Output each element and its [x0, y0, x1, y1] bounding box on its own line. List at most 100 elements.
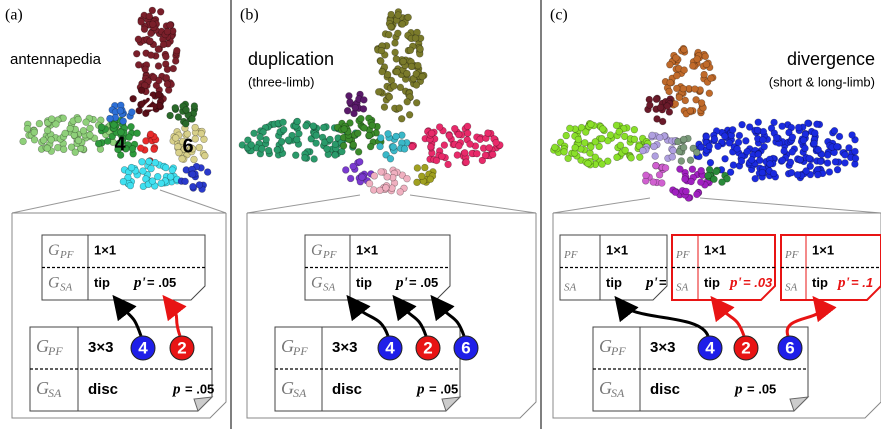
cell [834, 143, 841, 150]
cell [75, 137, 82, 144]
stat-value: = .05 [747, 381, 776, 396]
cell [689, 63, 696, 70]
stat-value: = .03 [743, 275, 773, 290]
cell [656, 171, 663, 178]
cell [680, 136, 687, 143]
g-symbol: G [311, 242, 323, 259]
cell [706, 143, 713, 150]
cell [196, 182, 203, 189]
cell [139, 158, 146, 165]
cell-value: disc [88, 381, 118, 398]
cell [327, 136, 334, 143]
cell [455, 131, 462, 138]
cell [393, 56, 400, 63]
cell [98, 124, 105, 131]
cell [427, 176, 434, 183]
cell [313, 132, 320, 139]
cell [20, 138, 27, 145]
stat-var: p' [132, 275, 146, 291]
cell [628, 154, 635, 161]
stat-var: p [415, 381, 425, 397]
cell [441, 142, 448, 149]
cell [344, 107, 351, 114]
cell [706, 90, 713, 97]
cell [126, 134, 133, 141]
zoom-line [12, 190, 120, 213]
cell [172, 58, 179, 65]
cell [566, 125, 573, 132]
cell [489, 151, 496, 158]
badge-label: 2 [177, 338, 186, 357]
cell [653, 96, 660, 103]
cell [804, 120, 811, 127]
cell [162, 164, 169, 171]
cell [367, 143, 374, 150]
cell [687, 157, 694, 164]
cell [395, 12, 402, 19]
cell [347, 175, 354, 182]
cell [354, 130, 361, 137]
cell [698, 100, 705, 107]
cell [683, 188, 690, 195]
cell [788, 169, 795, 176]
cell [463, 159, 470, 166]
cell [493, 139, 500, 146]
cell [135, 61, 142, 68]
cell [415, 62, 422, 69]
cell [795, 124, 802, 131]
stat-var: p' [836, 275, 850, 291]
cell [756, 157, 763, 164]
cell [155, 63, 162, 70]
cell [729, 126, 736, 133]
cell [369, 122, 376, 129]
panel-label: (a) [5, 7, 23, 24]
g-symbol: G [48, 242, 60, 259]
cell [106, 115, 113, 122]
cell [836, 133, 843, 140]
cell [396, 105, 403, 112]
cell [680, 85, 687, 92]
cell [24, 125, 31, 132]
cell [87, 132, 94, 139]
cell [607, 132, 614, 139]
cell [669, 153, 676, 160]
cell [445, 161, 452, 168]
panel-subtitle: (three-limb) [248, 74, 314, 89]
g-subscript: PF [610, 344, 626, 358]
cell-value: 3×3 [88, 339, 113, 356]
cell [147, 38, 154, 45]
cell [814, 171, 821, 178]
cell [403, 70, 410, 77]
cell [356, 158, 363, 165]
badge-label: 6 [461, 338, 470, 357]
cell [613, 122, 620, 129]
cell-value: disc [332, 381, 362, 398]
cell [616, 128, 623, 135]
cell [721, 133, 728, 140]
cell [382, 184, 389, 191]
cell [599, 161, 606, 168]
cell [681, 46, 688, 53]
cell [303, 122, 310, 129]
cell [158, 180, 165, 187]
cell [350, 163, 357, 170]
cell [414, 179, 421, 186]
cell [770, 170, 777, 177]
cell [377, 58, 384, 65]
cell [734, 145, 741, 152]
cell [278, 138, 285, 145]
cell [375, 88, 382, 95]
cell [413, 99, 420, 106]
cell [767, 161, 774, 168]
cell [672, 189, 679, 196]
cell [779, 123, 786, 130]
cell-value: 1×1 [356, 243, 378, 258]
cell [294, 118, 301, 125]
badge-label: 2 [423, 338, 432, 357]
cell [361, 96, 368, 103]
cell [680, 144, 687, 151]
cell [834, 166, 841, 173]
cell [666, 61, 673, 68]
cell [342, 167, 349, 174]
cell [454, 152, 461, 159]
